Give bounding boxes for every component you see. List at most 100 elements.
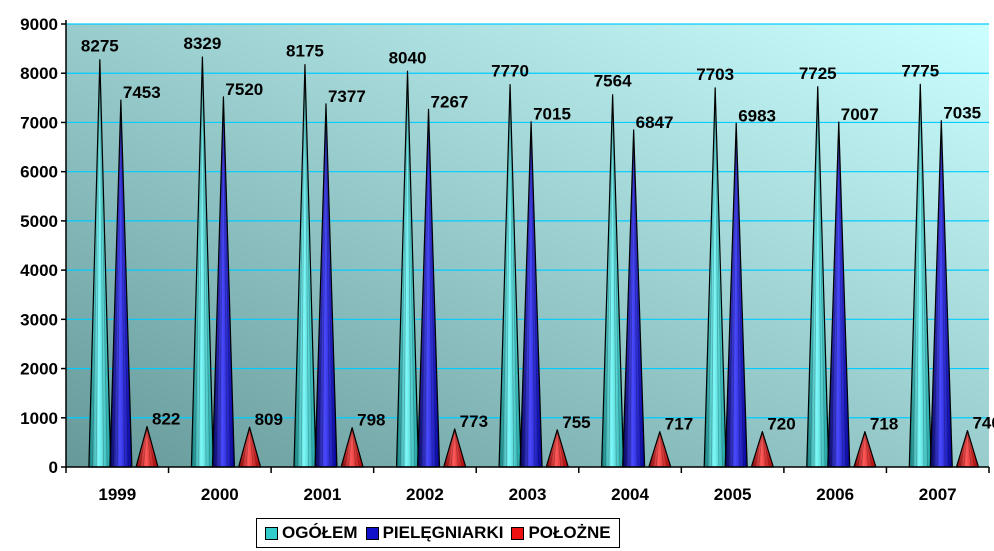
cone-facet bbox=[612, 94, 617, 468]
cone-facet bbox=[120, 100, 125, 468]
cone-facet bbox=[201, 57, 211, 468]
legend-label: PIELĘGNIARKI bbox=[382, 523, 504, 542]
cone-facet bbox=[407, 71, 416, 468]
cone-facet bbox=[351, 427, 360, 468]
cone-facet bbox=[732, 123, 737, 468]
cone-facet bbox=[553, 429, 558, 468]
x-tick-label: 2007 bbox=[919, 485, 957, 504]
cone-facet bbox=[625, 129, 635, 468]
data-label-polozne-2007: 740 bbox=[972, 414, 994, 433]
cone-facet bbox=[655, 431, 661, 468]
cone-facet bbox=[454, 428, 459, 468]
cone-facet bbox=[933, 120, 942, 468]
cone-facet bbox=[99, 59, 104, 468]
cone-facet bbox=[245, 427, 250, 468]
x-tick-label: 2006 bbox=[816, 485, 854, 504]
cone-facet bbox=[735, 123, 741, 468]
cone-facet bbox=[348, 427, 353, 468]
cone-facet bbox=[707, 87, 716, 468]
y-tick-label: 2000 bbox=[20, 360, 58, 379]
cone-facet bbox=[99, 59, 108, 468]
data-label-polozne-2004: 717 bbox=[665, 415, 693, 434]
legend-label: OGÓŁEM bbox=[282, 523, 358, 542]
cone-facet bbox=[92, 59, 101, 468]
cone-facet bbox=[420, 109, 429, 468]
cone-facet bbox=[325, 103, 331, 468]
data-label-polozne-2006: 718 bbox=[870, 415, 898, 434]
y-axis: 0 1000 2000 3000 4000 5000 6000 7000 8000 9000 bbox=[20, 15, 66, 477]
data-label-polozne-2001: 798 bbox=[357, 411, 385, 430]
x-tick-label: 2005 bbox=[714, 485, 752, 504]
cone-facet bbox=[758, 431, 763, 468]
x-tick-label: 2003 bbox=[509, 485, 547, 504]
data-label-polozne-2005: 720 bbox=[767, 415, 795, 434]
cone-facet bbox=[530, 121, 536, 468]
cone-facet bbox=[219, 96, 224, 468]
cone-facet bbox=[201, 57, 207, 468]
y-tick-label: 0 bbox=[49, 458, 58, 477]
legend-item-ogolem: OGÓŁEM bbox=[265, 523, 358, 543]
x-tick-label: 2004 bbox=[611, 485, 649, 504]
legend-swatch bbox=[511, 526, 525, 540]
cone-facet bbox=[711, 87, 716, 468]
cone-facet bbox=[860, 431, 866, 468]
cone-facet bbox=[831, 122, 840, 468]
cone-facet bbox=[813, 86, 819, 468]
data-label-pielegniarki-1999: 7453 bbox=[123, 83, 161, 102]
cone-facet bbox=[919, 84, 925, 468]
data-label-ogolem-2003: 7770 bbox=[491, 62, 529, 81]
cone-facet bbox=[549, 429, 558, 468]
x-tick-label: 2000 bbox=[201, 485, 239, 504]
cone-facet bbox=[817, 86, 826, 468]
cone-facet bbox=[95, 59, 101, 468]
cone-facet bbox=[761, 431, 767, 468]
y-tick-label: 3000 bbox=[20, 310, 58, 329]
data-label-polozne-2000: 809 bbox=[255, 410, 283, 429]
cone-facet bbox=[633, 129, 642, 468]
data-label-pielegniarki-2000: 7520 bbox=[225, 80, 263, 99]
cone-facet bbox=[297, 64, 306, 468]
cone-facet bbox=[450, 428, 456, 468]
cone-facet bbox=[604, 94, 614, 468]
cone-facet bbox=[142, 426, 148, 468]
y-tick-label: 9000 bbox=[20, 15, 58, 34]
cone-facet bbox=[817, 86, 822, 468]
cone-facet bbox=[959, 430, 968, 468]
data-label-polozne-1999: 822 bbox=[152, 410, 180, 429]
cone-facet bbox=[714, 87, 720, 468]
cone-facet bbox=[399, 71, 408, 468]
cone-facet bbox=[304, 64, 310, 468]
legend-swatch bbox=[365, 526, 379, 540]
cone-facet bbox=[728, 123, 737, 468]
cone-facet bbox=[967, 430, 976, 468]
y-tick-label: 1000 bbox=[20, 409, 58, 428]
cone-facet bbox=[940, 120, 950, 468]
legend-item-pielegniarki: PIELĘGNIARKI bbox=[365, 523, 504, 543]
data-label-ogolem-2005: 7703 bbox=[696, 65, 734, 84]
data-label-pielegniarki-2005: 6983 bbox=[738, 106, 776, 125]
cone-facet bbox=[509, 84, 518, 468]
x-tick-label: 2002 bbox=[406, 485, 444, 504]
cone-facet bbox=[146, 426, 155, 468]
legend-item-polozne: POŁOŻNE bbox=[511, 523, 611, 543]
data-label-ogolem-2004: 7564 bbox=[594, 72, 632, 91]
cone-facet bbox=[198, 57, 203, 468]
cone-facet bbox=[318, 103, 327, 468]
cone-facet bbox=[659, 431, 668, 468]
cone-facet bbox=[608, 94, 614, 468]
cone-facet bbox=[963, 430, 968, 468]
cone-facet bbox=[523, 121, 532, 468]
data-labels: 8275 7453 822 8329 7520 809 8175 7377 798 8040 726… bbox=[81, 34, 994, 434]
cone-facet bbox=[139, 426, 148, 468]
cone-facet bbox=[509, 84, 515, 468]
data-label-ogolem-2001: 8175 bbox=[286, 42, 324, 61]
cone-facet bbox=[502, 84, 511, 468]
y-tick-label: 5000 bbox=[20, 212, 58, 231]
x-tick-label: 1999 bbox=[98, 485, 136, 504]
data-label-pielegniarki-2001: 7377 bbox=[328, 87, 366, 106]
y-tick-label: 4000 bbox=[20, 261, 58, 280]
data-label-pielegniarki-2007: 7035 bbox=[943, 104, 981, 123]
data-label-polozne-2002: 773 bbox=[460, 412, 488, 431]
cone-facet bbox=[652, 431, 661, 468]
cone-facet bbox=[249, 427, 254, 468]
